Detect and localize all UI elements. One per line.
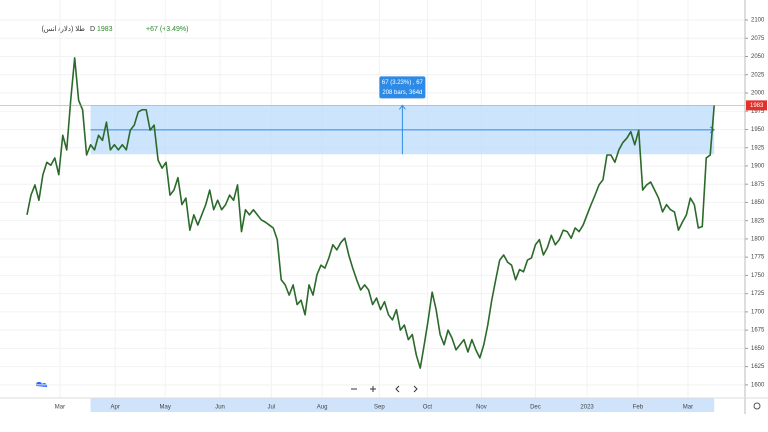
last-price-label: 1983 (750, 103, 764, 109)
scroll-left[interactable] (395, 385, 400, 393)
y-tick-label: 1775 (751, 255, 765, 261)
y-tick-label: 1650 (751, 346, 765, 352)
x-tick-label: 2023 (580, 405, 594, 411)
y-tick-label: 1900 (751, 164, 765, 170)
x-tick-label: Mar (55, 405, 65, 411)
y-tick-label: 2000 (751, 91, 765, 97)
y-tick-label: 1600 (751, 382, 765, 388)
y-tick-label: 1750 (751, 273, 765, 279)
y-tick-label: 2050 (751, 54, 765, 60)
x-tick-label: May (160, 405, 171, 411)
y-tick-label: 1950 (751, 127, 765, 133)
y-tick-label: 1725 (751, 291, 765, 297)
scroll-right[interactable] (413, 385, 418, 393)
interval: D (90, 26, 95, 33)
y-tick-label: 2075 (751, 36, 765, 42)
y-tick-label: 2025 (751, 72, 765, 78)
y-tick-label: 1825 (751, 218, 765, 224)
x-tick-label: Jun (215, 405, 225, 411)
chart-title: طلا (دلار/ انس) (41, 25, 85, 33)
x-tick-label: Oct (423, 405, 433, 411)
x-tick-label: Apr (111, 405, 120, 411)
x-tick-label: Mar (683, 405, 693, 411)
x-axis-range (90, 398, 715, 412)
settings-icon[interactable] (753, 402, 761, 410)
measure-label: 67 (3.23%) , 67 (382, 80, 424, 86)
x-tick-label: Aug (317, 405, 328, 411)
x-tick-label: Jul (267, 405, 275, 411)
change: +67 (+3.49%) (146, 26, 188, 33)
y-tick-label: 1625 (751, 364, 765, 370)
nav-buttons[interactable] (351, 385, 418, 393)
y-tick-label: 2100 (751, 18, 765, 24)
last-price-box (746, 100, 767, 111)
x-tick-label: Sep (374, 405, 385, 411)
y-tick-label: 1700 (751, 309, 765, 315)
price-line (26, 57, 715, 369)
y-tick-label: 1875 (751, 182, 765, 188)
y-tick-label: 1925 (751, 145, 765, 151)
y-tick-label: 1975 (751, 109, 765, 115)
x-tick-label: Dec (530, 405, 541, 411)
measure-label-box (379, 76, 426, 99)
y-tick-label: 1800 (751, 236, 765, 242)
y-tick-label: 1675 (751, 328, 765, 334)
measure-label: 208 bars, 364d (382, 90, 422, 96)
header-price: 1983 (97, 26, 113, 33)
y-tick-label: 1850 (751, 200, 765, 206)
x-tick-label: Nov (476, 405, 487, 411)
x-tick-label: Feb (633, 405, 644, 411)
